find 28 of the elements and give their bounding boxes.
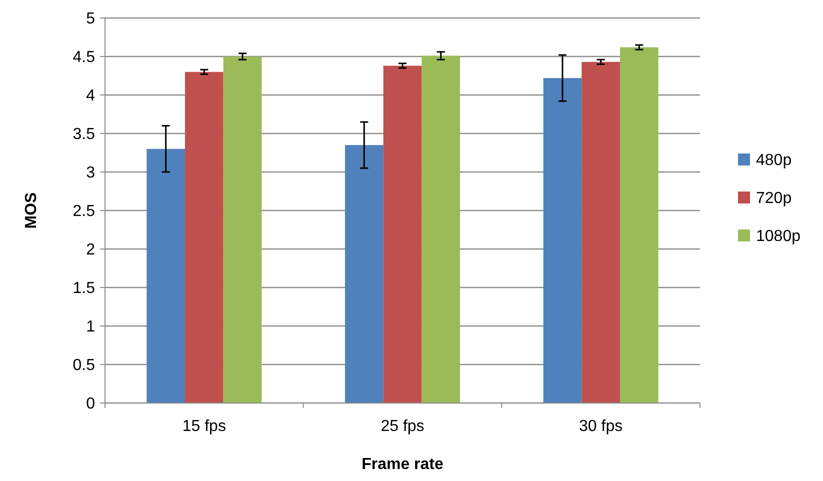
y-tick-label: 1 <box>86 318 96 336</box>
bar <box>620 47 658 403</box>
bar <box>184 72 224 403</box>
y-axis-title: MOS <box>23 192 40 229</box>
y-tick-label: 2 <box>86 242 96 259</box>
bar <box>582 62 620 403</box>
x-tick-label: 30 fps <box>579 418 623 435</box>
y-tick-label: 1.5 <box>72 280 96 298</box>
legend-label: 1080p <box>756 228 801 246</box>
bar <box>543 78 582 403</box>
x-tick-label: 25 fps <box>380 418 424 435</box>
legend-label: 720p <box>756 190 792 208</box>
bar <box>344 145 384 403</box>
y-tick-label: 5 <box>86 10 96 28</box>
y-tick-label: 3 <box>86 164 96 182</box>
x-axis-title: Frame rate <box>362 456 444 473</box>
y-tick-label: 3.5 <box>72 126 96 144</box>
bar <box>383 66 422 403</box>
x-tick-label: 15 fps <box>182 418 226 435</box>
y-tick-label: 0.5 <box>72 357 96 374</box>
bar <box>422 56 460 403</box>
y-tick-label: 2.5 <box>72 203 96 220</box>
legend-label: 480p <box>756 152 792 170</box>
y-tick-label: 4.5 <box>72 49 96 66</box>
y-tick-label: 0 <box>86 396 96 413</box>
bar <box>223 56 262 403</box>
y-tick-label: 4 <box>86 88 96 105</box>
bar <box>146 148 185 403</box>
